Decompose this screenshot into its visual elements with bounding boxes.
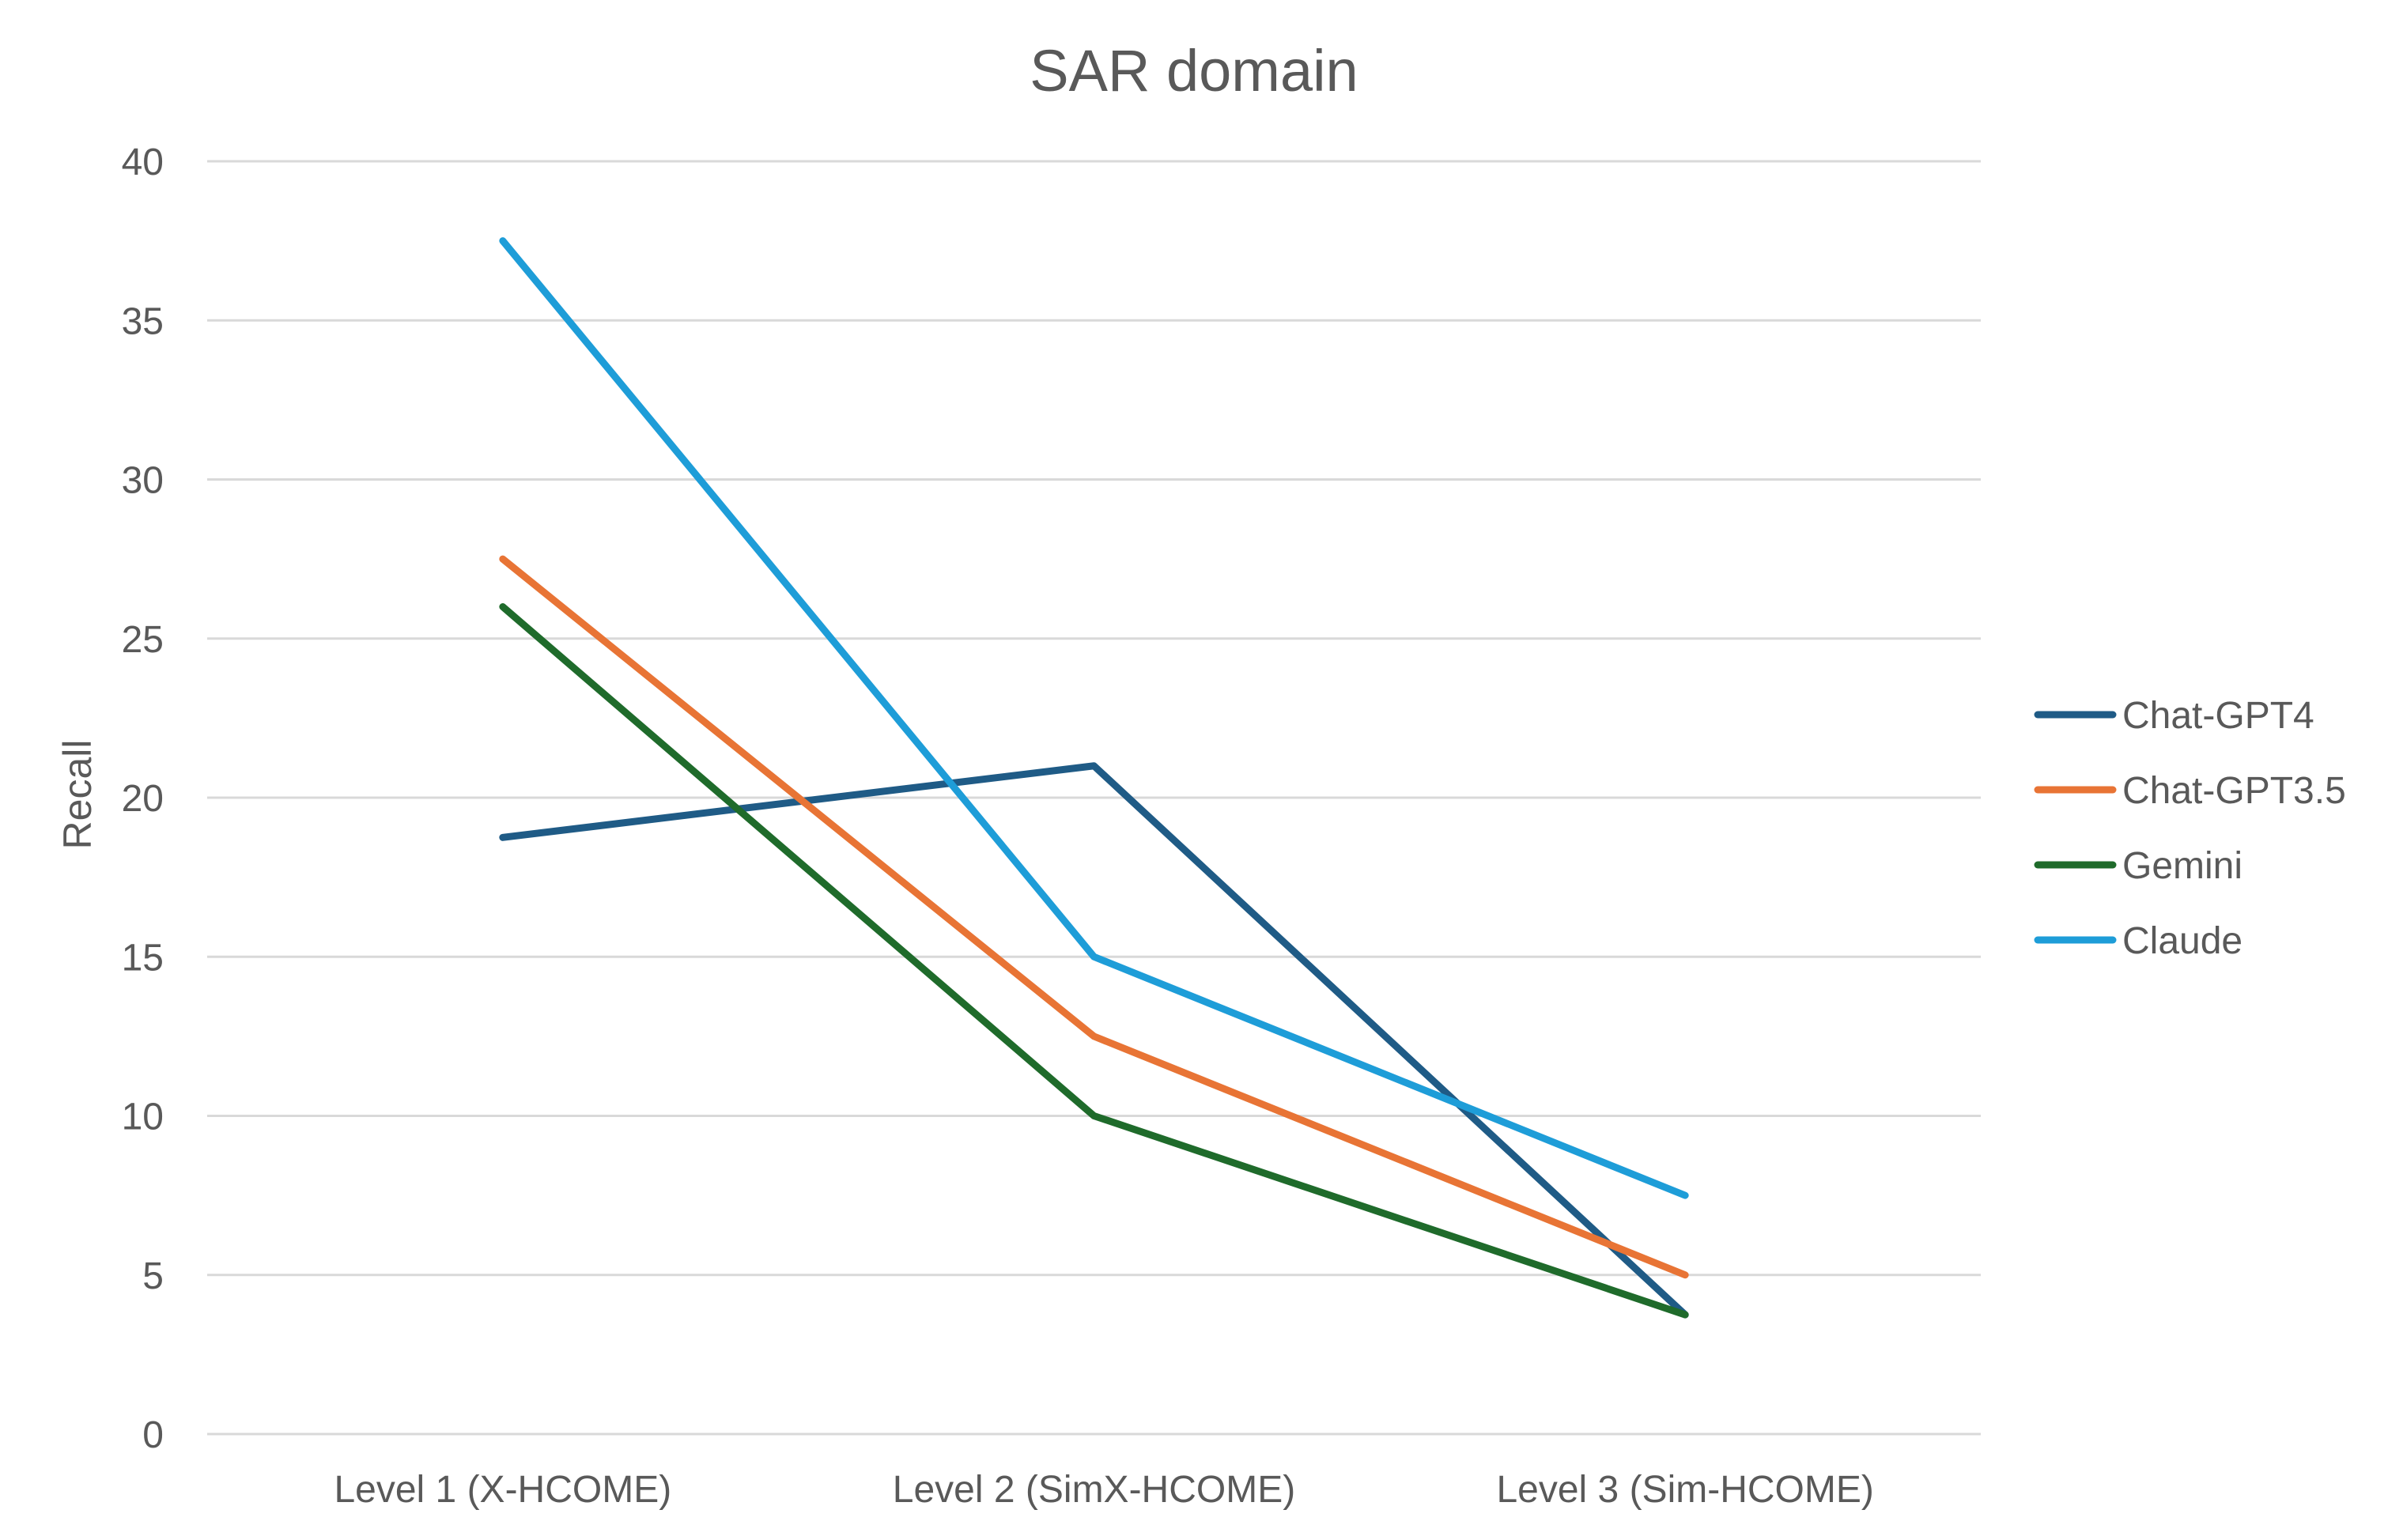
series-line-gemini [499,603,1689,1319]
series-lines [499,237,1689,1319]
legend-label: Gemini [2122,845,2243,887]
y-tick-label: 10 [122,1096,164,1138]
legend-label: Chat-GPT4 [2122,695,2314,737]
y-tick-label: 40 [122,142,164,183]
y-tick-label: 20 [122,778,164,820]
gridlines [207,160,1981,1436]
y-tick-label: 30 [122,460,164,502]
series-line-claude [499,237,1689,1199]
legend-label: Claude [2122,920,2243,962]
y-tick-label: 35 [122,300,164,342]
y-axis-label: Recall [55,740,100,850]
x-axis-ticks: Level 1 (X-HCOME) Level 2 (SimX-HCOME) Lev… [334,1469,1873,1511]
legend-label: Chat-GPT3.5 [2122,770,2346,812]
x-tick-label: Level 3 (Sim-HCOME) [1496,1469,1873,1511]
y-tick-label: 15 [122,937,164,979]
series-line-chat-gpt4 [499,762,1689,1319]
y-axis-ticks: 0 5 10 15 20 25 30 35 40 [122,142,164,1456]
legend: Chat-GPT4 Chat-GPT3.5 Gemini Claude [2034,695,2346,962]
x-tick-label: Level 2 (SimX-HCOME) [893,1469,1295,1511]
y-tick-label: 25 [122,619,164,661]
series-line-chat-gpt3-5 [499,555,1689,1279]
chart-title: SAR domain [1030,38,1358,104]
y-tick-label: 0 [142,1414,164,1456]
x-tick-label: Level 1 (X-HCOME) [334,1469,671,1511]
y-tick-label: 5 [142,1255,164,1297]
